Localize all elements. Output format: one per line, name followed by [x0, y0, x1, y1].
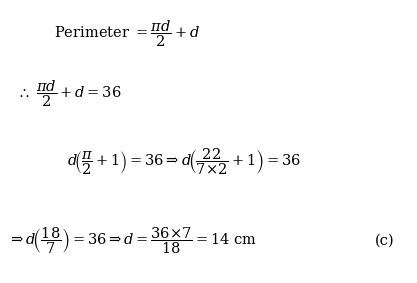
Text: $\Rightarrow d\!\left(\dfrac{18}{7}\right) = 36 \Rightarrow d = \dfrac{36{\times: $\Rightarrow d\!\left(\dfrac{18}{7}\righ…: [8, 225, 258, 256]
Text: $d\!\left(\dfrac{\pi}{2}+1\right) = 36 \Rightarrow d\!\left(\dfrac{22}{7{\times}: $d\!\left(\dfrac{\pi}{2}+1\right) = 36 \…: [67, 146, 301, 177]
Text: (c): (c): [375, 233, 395, 248]
Text: Perimeter $= \dfrac{\pi d}{2} + d$: Perimeter $= \dfrac{\pi d}{2} + d$: [54, 19, 200, 49]
Text: $\therefore\ \dfrac{\pi d}{2} + d = 36$: $\therefore\ \dfrac{\pi d}{2} + d = 36$: [17, 78, 121, 109]
